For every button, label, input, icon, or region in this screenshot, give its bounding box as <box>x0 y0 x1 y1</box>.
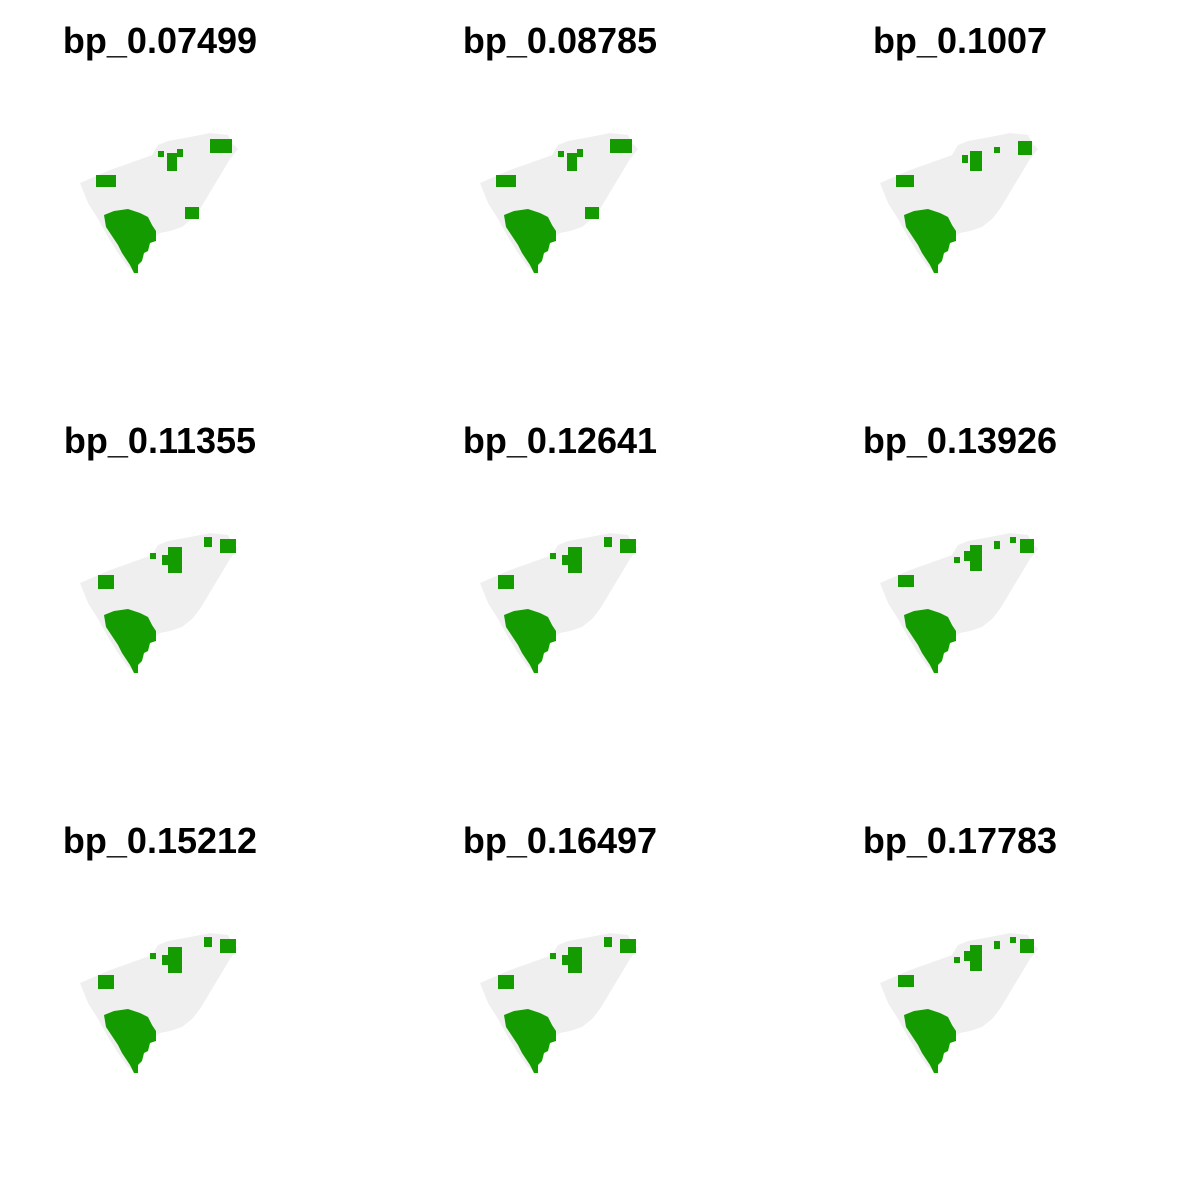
habitat-main-patch <box>504 1009 556 1073</box>
habitat-map <box>480 133 638 273</box>
habitat-main-patch <box>904 209 956 273</box>
map-panel: bp_0.11355 <box>0 400 400 800</box>
habitat-patch <box>210 139 232 153</box>
habitat-patch <box>970 945 982 971</box>
map-panel: bp_0.16497 <box>400 800 800 1200</box>
habitat-patch <box>496 175 516 187</box>
habitat-patch <box>1010 937 1016 943</box>
habitat-map <box>880 933 1038 1073</box>
habitat-patch <box>994 147 1000 153</box>
habitat-patch <box>162 955 168 965</box>
habitat-patch <box>610 139 632 153</box>
land-area <box>480 533 638 673</box>
habitat-patch <box>568 947 582 973</box>
habitat-patch <box>1020 539 1034 553</box>
map-panel: bp_0.17783 <box>800 800 1200 1200</box>
habitat-patch <box>994 541 1000 549</box>
habitat-main-patch <box>904 1009 956 1073</box>
panel-title: bp_0.15212 <box>62 820 258 861</box>
habitat-patch <box>964 951 970 961</box>
habitat-patch <box>962 155 968 163</box>
habitat-patch <box>550 953 556 959</box>
habitat-patch <box>898 975 914 987</box>
habitat-patch <box>498 575 514 589</box>
habitat-patch <box>604 537 612 547</box>
habitat-patch <box>585 207 599 219</box>
map-panel: bp_0.12641 <box>400 400 800 800</box>
habitat-main-patch <box>104 209 156 273</box>
habitat-patch <box>567 153 577 171</box>
habitat-patch <box>970 545 982 571</box>
habitat-patch <box>98 975 114 989</box>
land-area <box>80 933 238 1073</box>
habitat-main-patch <box>504 209 556 273</box>
habitat-patch <box>604 937 612 947</box>
land-area <box>880 533 1038 673</box>
land-area <box>880 133 1038 273</box>
habitat-patch <box>970 151 982 171</box>
habitat-patch <box>150 553 156 559</box>
habitat-patch <box>498 975 514 989</box>
habitat-patch <box>954 957 960 963</box>
habitat-patch <box>994 941 1000 949</box>
habitat-patch <box>896 175 914 187</box>
habitat-patch <box>177 149 183 157</box>
map-panel: bp_0.13926 <box>800 400 1200 800</box>
habitat-patch <box>162 555 168 565</box>
habitat-patch <box>620 939 636 953</box>
habitat-patch <box>1020 939 1034 953</box>
habitat-patch <box>1010 537 1016 543</box>
habitat-patch <box>568 547 582 573</box>
panel-title: bp_0.16497 <box>462 820 658 861</box>
habitat-patch <box>562 955 568 965</box>
map-panel: bp_0.08785 <box>400 0 800 400</box>
panel-title: bp_0.1007 <box>872 20 1048 61</box>
map-panel: bp_0.15212 <box>0 800 400 1200</box>
habitat-patch <box>150 953 156 959</box>
habitat-patch <box>168 947 182 973</box>
habitat-map <box>480 533 638 673</box>
habitat-map <box>80 933 238 1073</box>
habitat-patch <box>220 939 236 953</box>
panel-title: bp_0.08785 <box>462 20 658 61</box>
habitat-patch <box>204 937 212 947</box>
habitat-patch <box>220 539 236 553</box>
panel-title: bp_0.07499 <box>62 20 258 61</box>
habitat-map <box>480 933 638 1073</box>
habitat-patch <box>167 153 177 171</box>
habitat-map <box>80 133 238 273</box>
habitat-main-patch <box>104 609 156 673</box>
habitat-patch <box>168 547 182 573</box>
habitat-patch <box>1018 141 1032 155</box>
habitat-patch <box>204 537 212 547</box>
habitat-patch <box>577 149 583 157</box>
habitat-map <box>880 133 1038 273</box>
habitat-patch <box>550 553 556 559</box>
habitat-main-patch <box>904 609 956 673</box>
panel-title: bp_0.17783 <box>862 820 1058 861</box>
habitat-patch <box>158 151 164 157</box>
land-area <box>880 933 1038 1073</box>
map-panel: bp_0.1007 <box>800 0 1200 400</box>
habitat-main-patch <box>104 1009 156 1073</box>
habitat-patch <box>620 539 636 553</box>
habitat-patch <box>98 575 114 589</box>
habitat-patch <box>558 151 564 157</box>
habitat-map <box>880 533 1038 673</box>
habitat-main-patch <box>504 609 556 673</box>
panel-title: bp_0.11355 <box>63 420 257 461</box>
habitat-patch <box>96 175 116 187</box>
habitat-patch <box>562 555 568 565</box>
habitat-map <box>80 533 238 673</box>
land-area <box>80 533 238 673</box>
habitat-patch <box>964 551 970 561</box>
panel-title: bp_0.13926 <box>862 420 1058 461</box>
panel-title: bp_0.12641 <box>462 420 658 461</box>
habitat-patch <box>954 557 960 563</box>
habitat-patch <box>898 575 914 587</box>
habitat-patch <box>185 207 199 219</box>
map-panel: bp_0.07499 <box>0 0 400 400</box>
land-area <box>480 933 638 1073</box>
